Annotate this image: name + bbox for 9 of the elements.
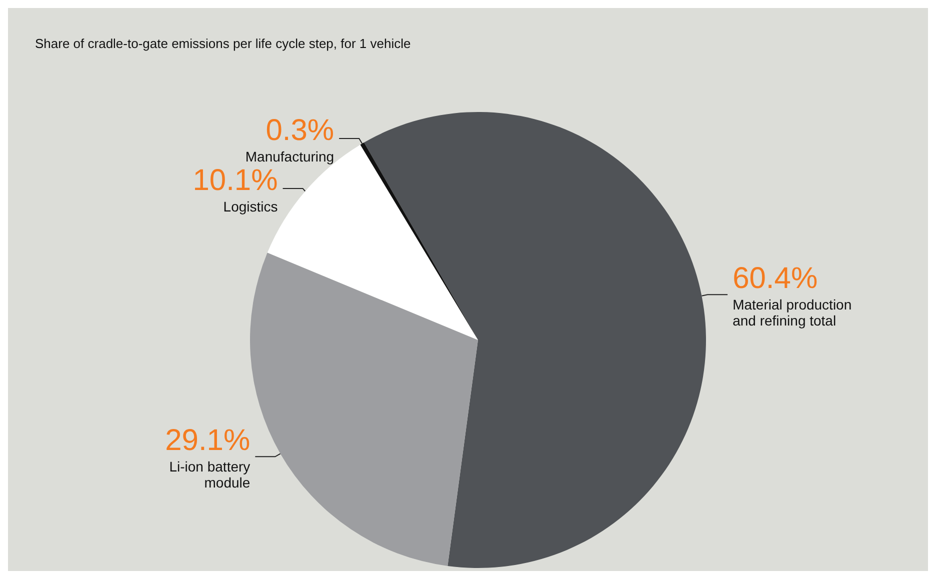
slice-label: Material production and refining total — [732, 296, 852, 329]
data-label: 60.4% — [732, 262, 818, 296]
slice-label: Li-ion battery module — [169, 458, 250, 491]
slice-label: Manufacturing — [245, 148, 334, 164]
data-label: 0.3% — [266, 114, 334, 147]
data-label: 10.1% — [192, 164, 278, 197]
slice-label: Logistics — [223, 198, 278, 214]
data-label: 29.1% — [165, 424, 250, 458]
chart-title: Share of cradle-to-gate emissions per life cycle step, for 1 vehicle — [35, 36, 411, 51]
